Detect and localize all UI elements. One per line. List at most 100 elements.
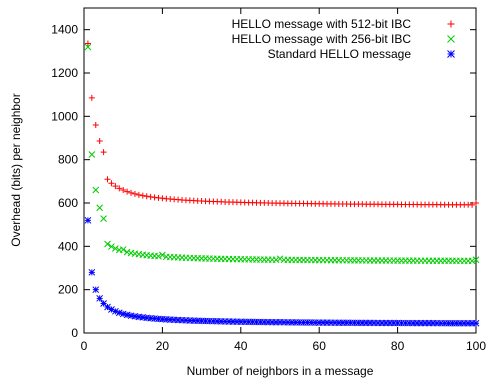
data-point — [472, 319, 480, 327]
data-point — [108, 243, 115, 250]
data-point — [456, 319, 464, 327]
data-point — [139, 314, 147, 321]
data-point — [409, 319, 417, 327]
data-point — [84, 43, 92, 51]
data-point — [182, 316, 190, 324]
plot-frame — [83, 7, 477, 334]
y-tick-label: 400 — [58, 239, 78, 253]
data-point — [469, 201, 476, 208]
legend-label: HELLO message with 256-bit IBC — [232, 32, 412, 46]
data-point — [112, 245, 119, 252]
series-2 — [84, 43, 480, 265]
data-point — [276, 255, 284, 263]
data-point — [362, 319, 370, 327]
data-point — [315, 319, 323, 326]
data-point — [116, 185, 123, 192]
data-point — [96, 294, 104, 302]
data-point — [358, 319, 366, 327]
data-point — [131, 190, 138, 197]
data-point — [166, 316, 174, 323]
data-point — [445, 319, 452, 327]
data-point — [84, 40, 91, 47]
data-point — [119, 310, 127, 318]
data-point — [139, 192, 146, 199]
data-point — [268, 318, 276, 326]
series-3 — [84, 216, 480, 327]
x-tick-label: 100 — [466, 339, 486, 353]
data-point — [406, 319, 413, 327]
data-point — [260, 318, 268, 326]
data-point — [398, 319, 405, 327]
data-point — [210, 317, 217, 325]
legend-marker — [447, 35, 455, 43]
data-point — [327, 319, 335, 327]
data-point — [276, 318, 284, 326]
y-tick-label: 200 — [58, 283, 78, 297]
data-point — [198, 317, 205, 325]
data-point — [468, 257, 476, 265]
data-point — [88, 151, 96, 158]
data-point — [221, 318, 229, 325]
data-point — [300, 319, 307, 326]
legend-label: Standard HELLO message — [268, 47, 412, 61]
data-point — [225, 318, 233, 325]
x-tick-label: 60 — [313, 339, 327, 353]
y-tick-label: 1400 — [51, 23, 78, 37]
data-point — [159, 315, 166, 323]
data-point — [413, 319, 421, 327]
data-point — [186, 317, 194, 324]
data-point — [96, 204, 104, 212]
data-point — [88, 268, 96, 276]
y-tick-label: 1200 — [51, 66, 78, 80]
data-point — [151, 315, 158, 322]
data-point — [237, 318, 245, 326]
data-point — [170, 316, 178, 324]
data-point — [355, 319, 362, 327]
data-point — [120, 187, 127, 193]
data-point — [119, 246, 127, 253]
data-point — [253, 318, 260, 326]
data-point — [100, 149, 107, 156]
data-point — [296, 319, 303, 326]
data-point — [308, 319, 315, 326]
data-point — [229, 318, 237, 325]
data-point — [147, 193, 154, 200]
data-point — [473, 200, 479, 206]
data-point — [100, 300, 107, 307]
data-point — [162, 316, 170, 323]
y-tick-label: 800 — [58, 153, 78, 167]
data-point — [347, 319, 354, 327]
data-point — [382, 319, 390, 327]
data-point — [178, 316, 186, 324]
data-point — [433, 319, 441, 327]
data-point — [304, 319, 311, 326]
series-1 — [84, 40, 479, 208]
data-point — [135, 313, 143, 321]
data-point — [135, 191, 142, 198]
data-point — [92, 122, 99, 128]
data-point — [128, 189, 135, 196]
data-point — [386, 319, 394, 327]
data-point — [453, 319, 460, 327]
data-point — [131, 312, 139, 320]
data-point — [272, 318, 280, 326]
data-point — [378, 319, 386, 327]
data-point — [217, 318, 225, 325]
y-tick-label: 0 — [71, 326, 78, 340]
data-point — [311, 319, 319, 326]
legend-label: HELLO message with 512-bit IBC — [232, 17, 412, 31]
data-point — [206, 317, 213, 325]
data-point — [104, 176, 111, 183]
data-point — [402, 319, 409, 327]
data-point — [92, 286, 100, 294]
data-point — [143, 193, 150, 200]
data-point — [343, 319, 350, 327]
data-point — [421, 319, 429, 327]
data-point — [351, 319, 358, 327]
x-axis-title: Number of neighbors in a message — [187, 364, 374, 378]
data-point — [202, 317, 209, 325]
data-point — [425, 319, 433, 327]
